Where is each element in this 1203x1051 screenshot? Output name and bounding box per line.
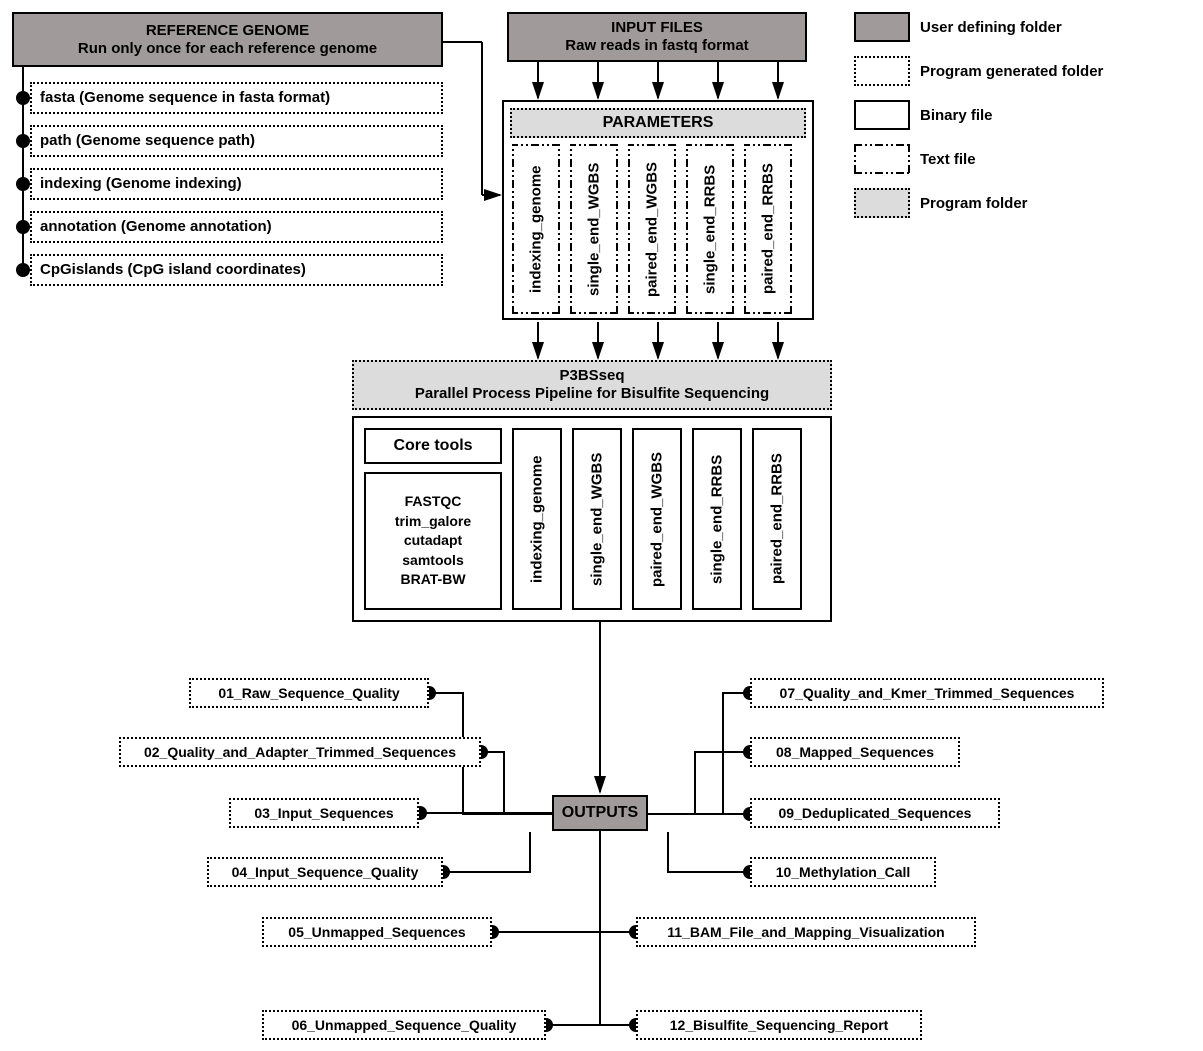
out-08: 08_Mapped_Sequences — [750, 737, 960, 767]
legend-user-label: User defining folder — [920, 19, 1062, 36]
legend-program-gen-label: Program generated folder — [920, 63, 1103, 80]
legend-binary-swatch — [854, 100, 910, 130]
out-01: 01_Raw_Sequence_Quality — [189, 678, 429, 708]
tool-fastqc: FASTQC — [405, 492, 462, 512]
input-files-title1: INPUT FILES — [611, 19, 703, 37]
parameters-container: PARAMETERS indexing_genome single_end_WG… — [502, 100, 814, 320]
out-12: 12_Bisulfite_Sequencing_Report — [636, 1010, 922, 1040]
out-04: 04_Input_Sequence_Quality — [207, 857, 443, 887]
out-03: 03_Input_Sequences — [229, 798, 419, 828]
parameters-title: PARAMETERS — [510, 108, 806, 138]
param-single-rrbs: single_end_RRBS — [686, 144, 734, 314]
outputs-box: OUTPUTS — [552, 795, 648, 831]
out-09: 09_Deduplicated_Sequences — [750, 798, 1000, 828]
out-05: 05_Unmapped_Sequences — [262, 917, 492, 947]
out-06: 06_Unmapped_Sequence_Quality — [262, 1010, 546, 1040]
out-02: 02_Quality_and_Adapter_Trimmed_Sequences — [119, 737, 481, 767]
param-single-wgbs: single_end_WGBS — [570, 144, 618, 314]
p3bs-paired-wgbs: paired_end_WGBS — [632, 428, 682, 610]
legend-program-gen-swatch — [854, 56, 910, 86]
ref-fasta: fasta (Genome sequence in fasta format) — [30, 82, 443, 114]
tool-samtools: samtools — [402, 551, 463, 571]
out-10: 10_Methylation_Call — [750, 857, 936, 887]
ref-path: path (Genome sequence path) — [30, 125, 443, 157]
core-tools-list: FASTQC trim_galore cutadapt samtools BRA… — [364, 472, 502, 610]
p3bsseq-title1: P3BSseq — [559, 367, 624, 385]
ref-genome-title2: Run only once for each reference genome — [78, 40, 377, 58]
p3bsseq-title2: Parallel Process Pipeline for Bisulfite … — [415, 385, 769, 403]
ref-cpg: CpGislands (CpG island coordinates) — [30, 254, 443, 286]
ref-genome-header: REFERENCE GENOME Run only once for each … — [12, 12, 443, 67]
ref-genome-title1: REFERENCE GENOME — [146, 22, 309, 40]
input-files-title2: Raw reads in fastq format — [565, 37, 748, 55]
p3bs-single-rrbs: single_end_RRBS — [692, 428, 742, 610]
param-paired-wgbs: paired_end_WGBS — [628, 144, 676, 314]
out-11: 11_BAM_File_and_Mapping_Visualization — [636, 917, 976, 947]
p3bs-paired-rrbs: paired_end_RRBS — [752, 428, 802, 610]
ref-annotation: annotation (Genome annotation) — [30, 211, 443, 243]
legend-program-folder-swatch — [854, 188, 910, 218]
param-paired-rrbs: paired_end_RRBS — [744, 144, 792, 314]
tool-cutadapt: cutadapt — [404, 531, 462, 551]
p3bsseq-header: P3BSseq Parallel Process Pipeline for Bi… — [352, 360, 832, 410]
legend-program-folder-label: Program folder — [920, 195, 1028, 212]
input-files-header: INPUT FILES Raw reads in fastq format — [507, 12, 807, 62]
p3bs-single-wgbs: single_end_WGBS — [572, 428, 622, 610]
ref-indexing: indexing (Genome indexing) — [30, 168, 443, 200]
legend-binary-label: Binary file — [920, 107, 993, 124]
out-07: 07_Quality_and_Kmer_Trimmed_Sequences — [750, 678, 1104, 708]
tool-trimgalore: trim_galore — [395, 512, 471, 532]
param-indexing-genome: indexing_genome — [512, 144, 560, 314]
core-tools-label: Core tools — [364, 428, 502, 464]
p3bs-indexing: indexing_genome — [512, 428, 562, 610]
legend-text-label: Text file — [920, 151, 976, 168]
legend-user-swatch — [854, 12, 910, 42]
p3bsseq-body: Core tools FASTQC trim_galore cutadapt s… — [352, 416, 832, 622]
legend-text-swatch — [854, 144, 910, 174]
tool-bratbw: BRAT-BW — [400, 570, 465, 590]
